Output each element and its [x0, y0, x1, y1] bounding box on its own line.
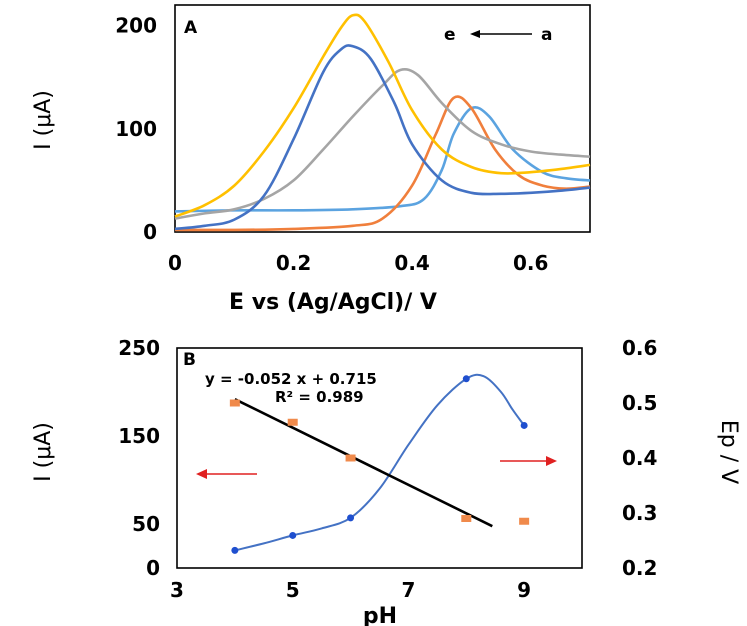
potential-fit-line: [234, 397, 493, 528]
panel-b-x-tick-label: 3: [170, 578, 184, 602]
panel-a-y-tick-label: 0: [143, 220, 157, 244]
panel-b-right-y-ticks: 0.2 0.3 0.4 0.5 0.6: [622, 336, 657, 580]
voltammogram-curve-e: [174, 44, 591, 231]
potential-point: [345, 454, 356, 462]
panel-b-left-y-ticks: 0 50 150 250: [118, 336, 160, 580]
panel-b-x-tick-label: 7: [401, 578, 415, 602]
panel-b-ph-dependence: 3 5 7 9 0 50 150 250 0.2 0.3 0.4 0.5 0.6 B y = -0.…: [31, 336, 741, 626]
potential-point: [519, 517, 530, 525]
panel-a-annotation-start: e: [444, 25, 456, 45]
panel-a-y-tick-label: 200: [115, 14, 157, 38]
panel-a-y-tick-label: 100: [115, 117, 157, 141]
panel-a-y-ticks: 0 100 200: [115, 14, 157, 244]
panel-b-fit-r-squared: R² = 0.989: [275, 388, 364, 406]
panel-a-y-axis-label: I (μA): [31, 90, 56, 150]
panel-b-right-y-tick-label: 0.4: [622, 446, 657, 470]
potential-point: [229, 399, 240, 407]
panel-a-voltammograms: 0 0.2 0.4 0.6 0 100 200 A e a E vs (Ag/AgCl)/…: [31, 4, 591, 315]
panel-b-left-y-tick-label: 0: [146, 556, 160, 580]
panel-b-series-group: [229, 373, 530, 554]
panel-b-fit-equation: y = -0.052 x + 0.715: [205, 370, 377, 388]
panel-b-right-y-tick-label: 0.3: [622, 501, 657, 525]
potential-point: [461, 515, 472, 522]
panel-a-x-tick-label: 0.2: [276, 251, 311, 275]
panel-a-x-axis-label: E vs (Ag/AgCl)/ V: [229, 290, 437, 315]
panel-b-x-ticks: 3 5 7 9: [170, 578, 531, 602]
panel-a-annotation-arrow-head: [470, 30, 480, 38]
panel-b-right-y-tick-label: 0.5: [622, 391, 657, 415]
panel-a-x-tick-label: 0.4: [394, 251, 429, 275]
panel-b-x-tick-label: 9: [517, 578, 531, 602]
panel-b-right-y-tick-label: 0.6: [622, 336, 657, 360]
panel-b-x-tick-label: 5: [286, 578, 300, 602]
panel-b-left-y-axis-label: I (μA): [31, 422, 56, 482]
panel-b-label: B: [183, 350, 196, 370]
panel-a-x-ticks: 0 0.2 0.4 0.6: [168, 251, 548, 275]
panel-a-series-group: [174, 13, 591, 232]
current-point: [462, 375, 470, 383]
panel-b-left-y-tick-label: 50: [132, 512, 160, 536]
voltammogram-curve-d: [174, 13, 591, 218]
panel-a-label: A: [184, 18, 198, 38]
panel-b-right-y-axis-label: Ep / V: [716, 420, 741, 484]
voltammogram-curve-b: [174, 95, 591, 232]
panel-a-annotation-end: a: [541, 25, 552, 45]
potential-point: [287, 418, 298, 426]
panel-b-left-y-tick-label: 150: [118, 424, 160, 448]
panel-a-x-tick-label: 0: [168, 251, 182, 275]
panel-b-right-y-tick-label: 0.2: [622, 556, 657, 580]
panel-a-x-tick-label: 0.6: [513, 251, 548, 275]
left-axis-indicator-arrow-head: [196, 469, 207, 479]
panel-b-left-y-tick-label: 250: [118, 336, 160, 360]
current-point: [520, 421, 528, 429]
panel-b-x-axis-label: pH: [363, 604, 397, 626]
voltammogram-curve-c: [174, 68, 591, 220]
right-axis-indicator-arrow-head: [546, 456, 557, 466]
panel-a-plot-frame: [174, 4, 591, 233]
panel-b-plot-frame: [176, 347, 583, 569]
current-point: [347, 514, 355, 522]
current-point: [231, 546, 239, 554]
current-point: [289, 531, 297, 539]
voltammogram-curve-a: [174, 106, 591, 213]
